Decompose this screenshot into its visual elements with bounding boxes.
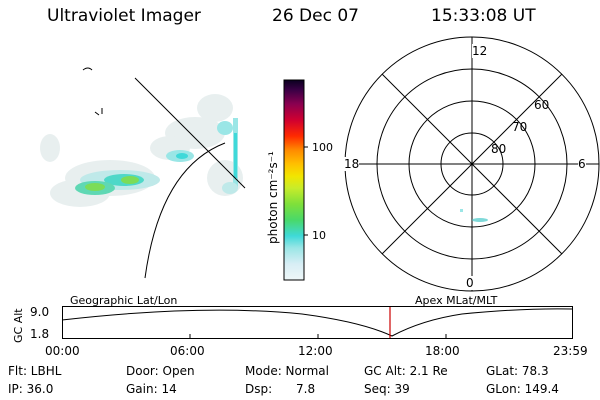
- lat-label-80: 80: [491, 142, 507, 156]
- grid-line-1: [134, 77, 246, 189]
- terminator-mark: [82, 67, 93, 71]
- altitude-ytick-high: 9.0: [30, 305, 50, 319]
- info-mode: Mode: Normal: [245, 364, 329, 378]
- polar-aurora: [472, 218, 488, 222]
- lat-label-70: 70: [512, 120, 528, 134]
- geographic-label: Geographic Lat/Lon: [70, 294, 178, 307]
- info-glon: GLon: 149.4: [486, 382, 559, 396]
- date-label: 26 Dec 07: [272, 6, 359, 26]
- info-gcalt: GC Alt: 2.1 Re: [364, 364, 448, 378]
- xtick-1200: 12:00: [298, 344, 333, 358]
- instrument-title: Ultraviolet Imager: [47, 6, 201, 26]
- altitude-ylabel: GC Alt: [12, 308, 25, 343]
- time-label: 15:33:08 UT: [431, 6, 536, 26]
- aurora-emission: [75, 118, 238, 195]
- info-dsp-value: 7.8: [296, 382, 316, 396]
- mlt-label-0: 0: [466, 276, 474, 290]
- colorbar-tick-10: 10: [312, 229, 326, 242]
- apex-label: Apex MLat/MLT: [415, 294, 498, 307]
- info-door: Door: Open: [126, 364, 195, 378]
- info-gain: Gain: 14: [126, 382, 177, 396]
- mlt-label-12: 12: [472, 44, 488, 58]
- geographic-image: [40, 67, 246, 279]
- altitude-curve: [61, 308, 573, 337]
- colorbar: [283, 79, 308, 281]
- lat-label-60: 60: [534, 98, 550, 112]
- xtick-0000: 00:00: [45, 344, 80, 358]
- altitude-plot: [61, 306, 573, 339]
- info-glat: GLat: 78.3: [486, 364, 549, 378]
- info-dsp-label: Dsp:: [245, 382, 273, 396]
- info-ip: IP: 36.0: [8, 382, 54, 396]
- xtick-2359: 23:59: [553, 344, 588, 358]
- small-mark: [94, 108, 103, 116]
- mlt-label-18: 18: [344, 157, 360, 171]
- mlt-label-6: 6: [578, 157, 586, 171]
- xtick-0600: 06:00: [170, 344, 205, 358]
- colorbar-label: photon cm⁻²s⁻¹: [266, 151, 280, 244]
- colorbar-tick-100: 100: [312, 141, 333, 154]
- polar-plot: [344, 36, 600, 292]
- aurora-haze: [40, 94, 243, 207]
- xtick-1800: 18:00: [425, 344, 460, 358]
- info-flt: Flt: LBHL: [8, 364, 62, 378]
- altitude-ytick-low: 1.8: [30, 327, 50, 341]
- grid-line-2: [144, 142, 226, 279]
- info-seq: Seq: 39: [364, 382, 410, 396]
